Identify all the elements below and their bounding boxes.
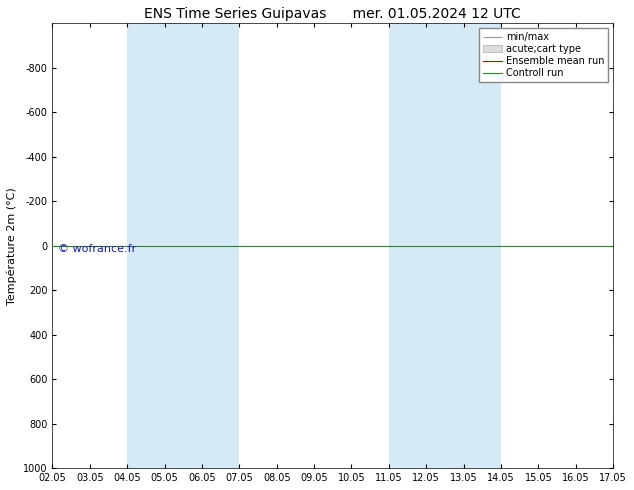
Bar <box>127 24 239 468</box>
Y-axis label: Température 2m (°C): Température 2m (°C) <box>7 187 18 305</box>
Bar <box>389 24 501 468</box>
Legend: min/max, acute;cart type, Ensemble mean run, Controll run: min/max, acute;cart type, Ensemble mean … <box>479 28 608 82</box>
Title: ENS Time Series Guipavas      mer. 01.05.2024 12 UTC: ENS Time Series Guipavas mer. 01.05.2024… <box>145 7 521 21</box>
Text: © wofrance.fr: © wofrance.fr <box>58 244 136 254</box>
